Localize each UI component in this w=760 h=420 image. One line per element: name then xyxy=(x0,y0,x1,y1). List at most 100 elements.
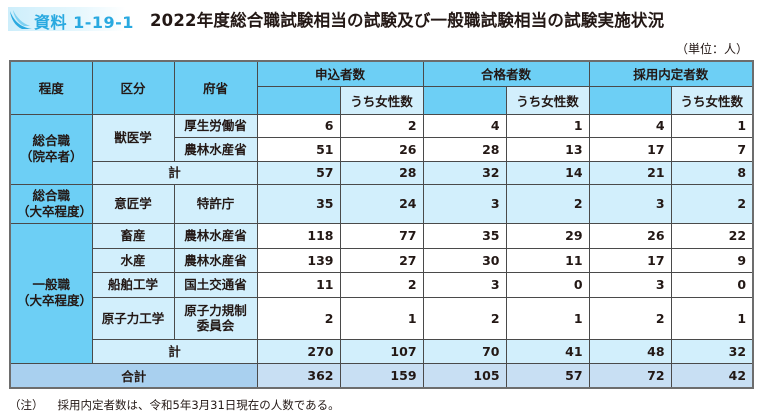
hired-cell: 3 xyxy=(588,183,672,224)
level-line1: 総合職 xyxy=(32,187,70,203)
col-header-field: 区分 xyxy=(91,60,175,115)
hired-women-cell: 8 xyxy=(670,160,754,185)
subtotal-row: 計 270 107 70 41 48 32 xyxy=(10,338,754,364)
ministry-cell: 農林水産省 xyxy=(173,136,258,162)
passed-women-cell: 0 xyxy=(505,271,590,298)
field-cell: 獣医学 xyxy=(91,113,175,162)
hired-cell: 2 xyxy=(588,296,672,340)
table-row: 総合職 （大卒程度） 意匠学 特許庁 35 24 3 2 3 2 xyxy=(9,183,754,224)
table-row: 水産 農林水産省 139 27 30 11 17 9 xyxy=(10,247,754,273)
applicants-cell: 57 xyxy=(256,160,341,185)
applicants-women-cell: 2 xyxy=(339,271,424,298)
passed-cell: 28 xyxy=(422,136,507,162)
hired-cell: 17 xyxy=(588,136,672,162)
page-title: 2022年度総合職試験相当の試験及び一般職試験相当の試験実施状況 xyxy=(150,11,665,30)
col-header-ministry: 府省 xyxy=(173,60,258,115)
hired-women-cell: 1 xyxy=(670,113,754,138)
document-badge: 資料 1-19-1 xyxy=(8,7,133,32)
passed-women-cell: 11 xyxy=(505,247,590,273)
hired-women-cell: 7 xyxy=(670,136,754,162)
passed-cell: 35 xyxy=(422,222,507,249)
unit-label: （単位：人） xyxy=(675,42,748,56)
table-row: 一般職 （大卒程度） 畜産 農林水産省 118 77 35 29 26 22 xyxy=(9,222,754,364)
col-header-applicants: 申込者数 xyxy=(256,60,424,87)
header-spacer xyxy=(588,86,672,115)
passed-women-cell: 14 xyxy=(505,160,590,185)
field-cell: 船舶工学 xyxy=(91,271,175,298)
ministry-line1: 原子力規制 xyxy=(184,303,247,318)
passed-cell: 105 xyxy=(422,362,507,389)
hired-women-cell: 22 xyxy=(670,222,754,249)
ministry-cell: 農林水産省 xyxy=(173,222,258,249)
applicants-women-cell: 107 xyxy=(339,338,424,364)
passed-cell: 3 xyxy=(422,183,507,224)
subtotal-label: 計 xyxy=(91,160,258,185)
hired-women-cell: 42 xyxy=(670,362,754,389)
ministry-cell: 原子力規制 委員会 xyxy=(173,296,258,340)
subtotal-label: 計 xyxy=(91,338,258,364)
applicants-women-cell: 28 xyxy=(339,160,424,185)
field-cell: 水産 xyxy=(91,247,175,273)
passed-cell: 3 xyxy=(422,271,507,298)
field-cell: 原子力工学 xyxy=(91,296,175,340)
hired-cell: 26 xyxy=(588,222,672,249)
passed-women-cell: 1 xyxy=(505,296,590,340)
footnote: （注） 採用内定者数は、令和5年3月31日現在の人数である。 xyxy=(9,397,340,413)
col-header-passed-women: うち女性数 xyxy=(505,85,590,115)
hired-cell: 48 xyxy=(588,338,672,364)
level-line2: （大卒程度） xyxy=(17,293,93,308)
grand-total-label: 合計 xyxy=(9,362,258,389)
hired-cell: 72 xyxy=(588,362,672,389)
col-header-level: 程度 xyxy=(9,60,93,115)
passed-cell: 30 xyxy=(422,247,507,273)
passed-women-cell: 13 xyxy=(505,136,590,162)
ministry-cell: 国土交通省 xyxy=(173,271,258,298)
badge-label: 資料 1-19-1 xyxy=(34,13,134,32)
table-row: 原子力工学 原子力規制 委員会 2 1 2 1 2 1 xyxy=(10,296,754,340)
level-line2: （院卒者） xyxy=(19,149,83,164)
hired-cell: 17 xyxy=(588,247,672,273)
hired-women-cell: 0 xyxy=(670,271,754,298)
col-header-hired-women: うち女性数 xyxy=(670,85,754,115)
applicants-cell: 118 xyxy=(256,222,341,249)
title-bar: 資料 1-19-1 2022年度総合職試験相当の試験及び一般職試験相当の試験実施… xyxy=(8,6,664,32)
header-spacer xyxy=(256,86,341,115)
passed-women-cell: 41 xyxy=(505,338,590,364)
passed-cell: 4 xyxy=(422,113,507,138)
field-cell: 畜産 xyxy=(91,222,175,249)
col-header-applicants-women: うち女性数 xyxy=(339,85,424,115)
applicants-women-cell: 77 xyxy=(339,222,424,249)
applicants-women-cell: 27 xyxy=(339,247,424,273)
subtotal-row: 計 57 28 32 14 21 8 xyxy=(10,160,754,185)
header-spacer xyxy=(422,86,507,115)
hired-women-cell: 9 xyxy=(670,247,754,273)
footnote-text: 採用内定者数は、令和5年3月31日現在の人数である。 xyxy=(57,398,340,412)
hired-women-cell: 1 xyxy=(670,296,754,340)
passed-cell: 32 xyxy=(422,160,507,185)
footnote-label: （注） xyxy=(9,398,44,412)
table-row: 船舶工学 国土交通省 11 2 3 0 3 0 xyxy=(10,271,754,298)
col-header-hired: 採用内定者数 xyxy=(588,60,754,87)
table-row: 総合職 （院卒者） 獣医学 厚生労働省 6 2 4 1 4 1 xyxy=(9,113,754,185)
applicants-cell: 2 xyxy=(256,296,341,340)
applicants-cell: 362 xyxy=(256,362,341,389)
level-cell: 総合職 （大卒程度） xyxy=(9,183,93,224)
applicants-cell: 51 xyxy=(256,136,341,162)
level-line1: 総合職 xyxy=(32,133,70,148)
passed-cell: 70 xyxy=(422,338,507,364)
col-header-passed: 合格者数 xyxy=(422,60,590,87)
applicants-cell: 11 xyxy=(256,271,341,298)
ministry-cell: 農林水産省 xyxy=(173,247,258,273)
applicants-cell: 6 xyxy=(256,113,341,138)
hired-cell: 21 xyxy=(588,160,672,185)
passed-cell: 2 xyxy=(422,296,507,340)
passed-women-cell: 29 xyxy=(505,222,590,249)
passed-women-cell: 57 xyxy=(505,362,590,389)
ministry-line2: 委員会 xyxy=(196,318,235,333)
level-cell: 一般職 （大卒程度） xyxy=(9,222,93,364)
hired-cell: 3 xyxy=(588,271,672,298)
applicants-women-cell: 1 xyxy=(339,296,424,340)
ministry-cell: 厚生労働省 xyxy=(173,113,258,138)
applicants-cell: 270 xyxy=(256,338,341,364)
exam-results-table: 程度 区分 府省 申込者数 合格者数 採用内定者数 うち女性数 うち女性数 うち… xyxy=(9,60,755,389)
